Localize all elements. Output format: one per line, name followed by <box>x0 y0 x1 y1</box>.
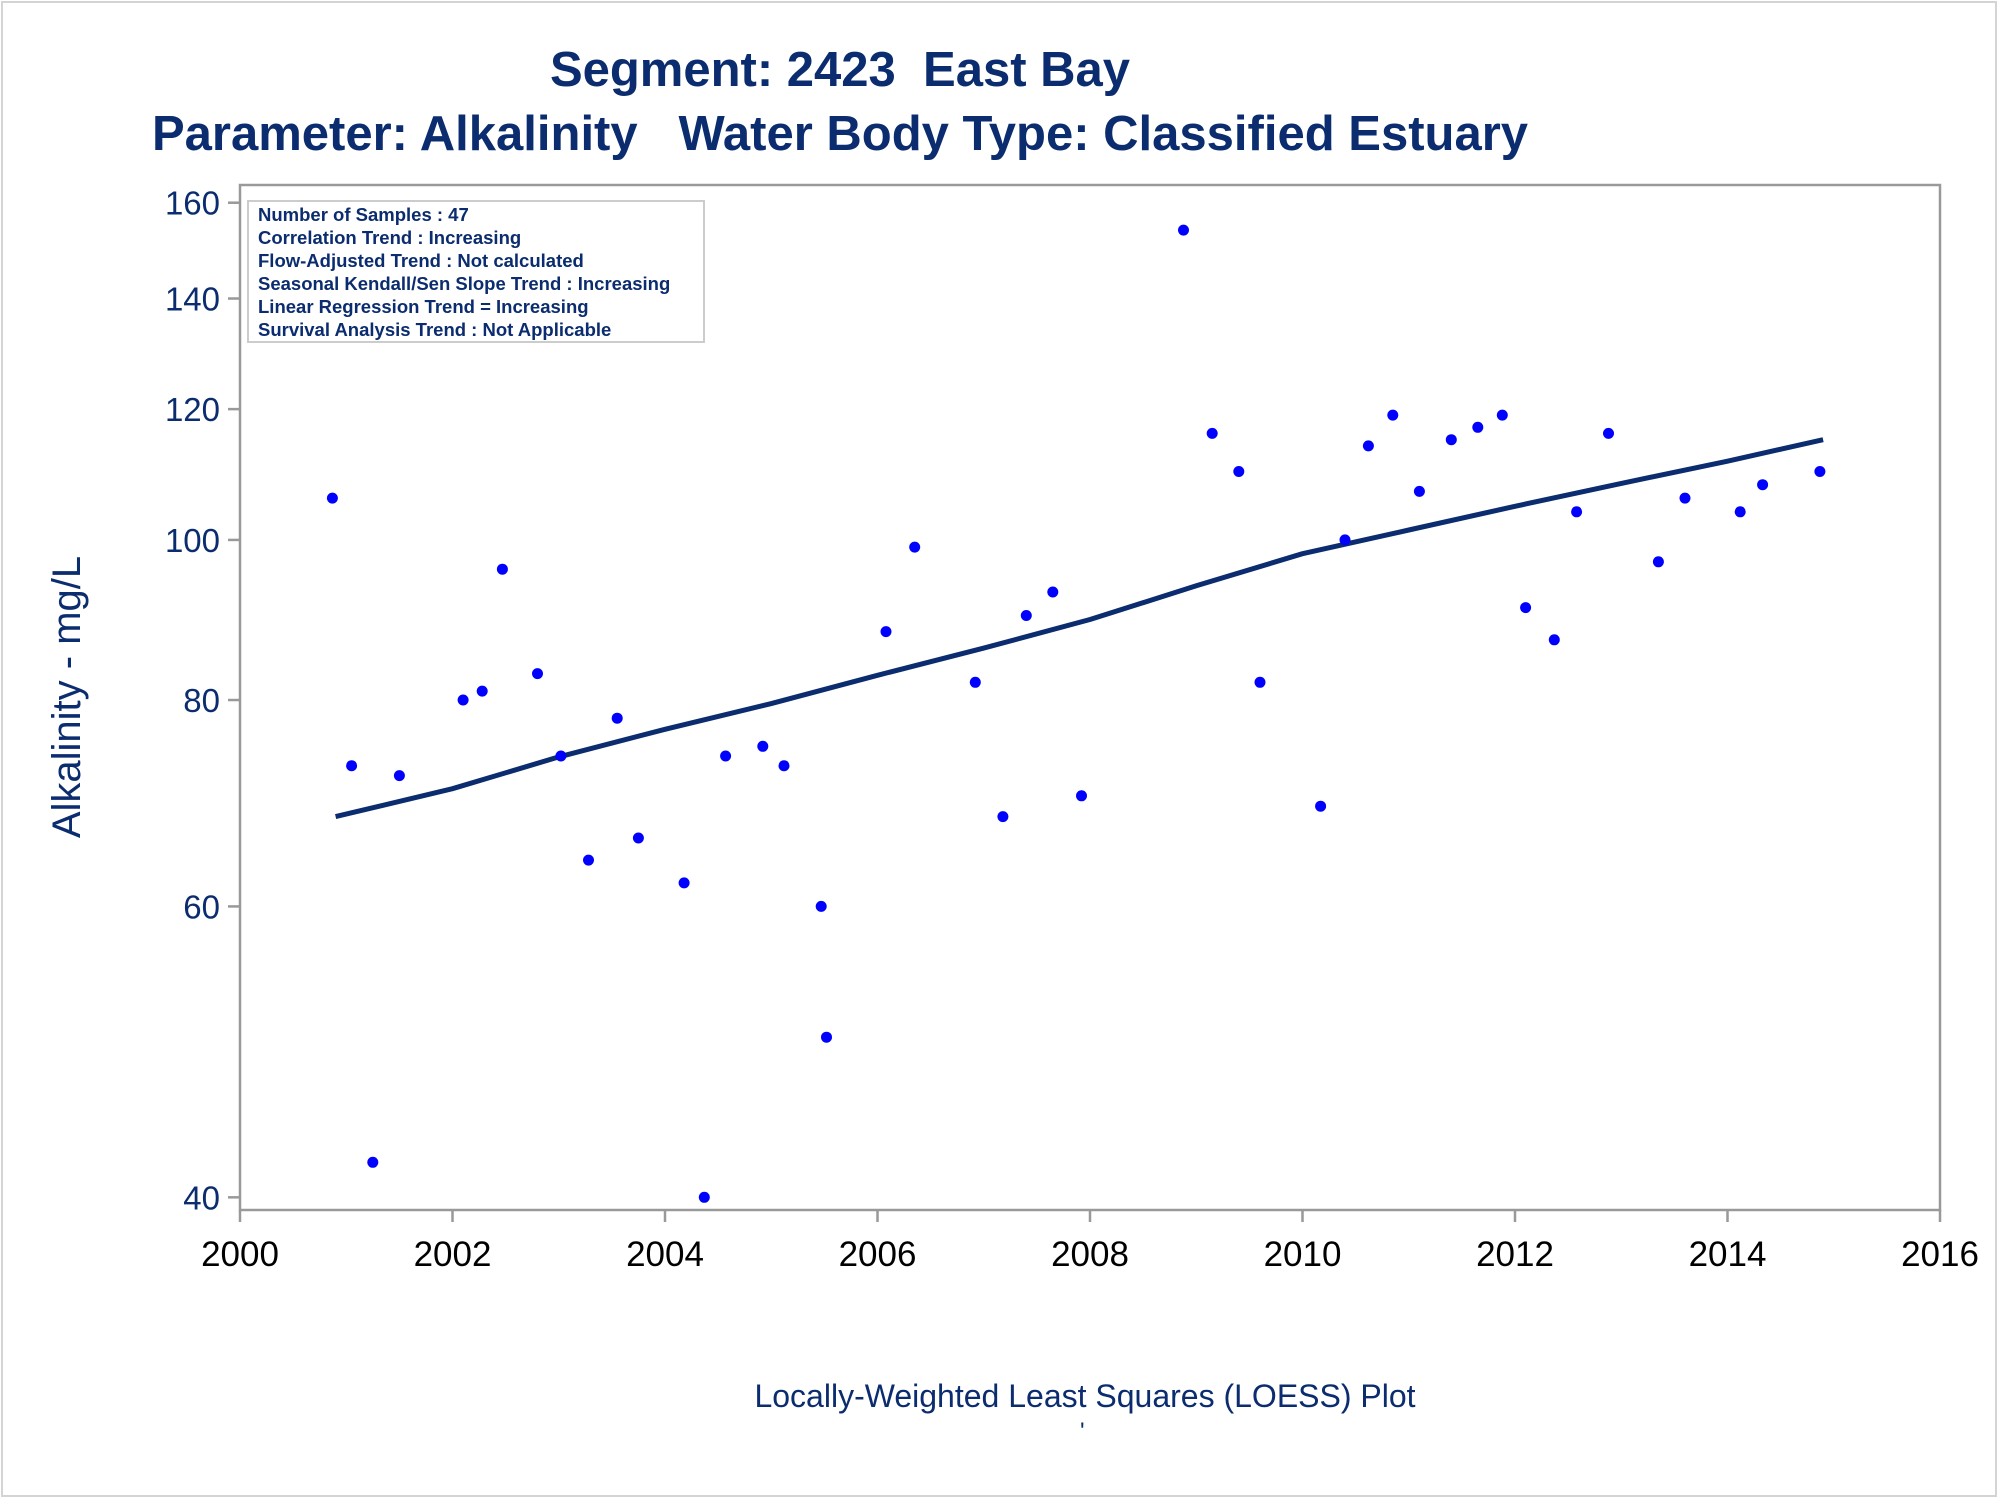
data-point <box>969 676 981 688</box>
y-tick-label: 80 <box>183 682 220 719</box>
data-point <box>1362 440 1374 452</box>
data-point <box>1571 506 1583 518</box>
data-point <box>532 668 543 680</box>
y-tick-label: 160 <box>165 185 220 222</box>
data-point <box>778 760 790 772</box>
chart-title: Segment: 2423 East Bay <box>549 43 1131 97</box>
data-point <box>1603 427 1614 439</box>
data-point <box>997 811 1009 823</box>
data-point <box>346 760 358 772</box>
annotation-box: Number of Samples : 47 Correlation Trend… <box>247 200 705 343</box>
data-point <box>1679 492 1691 504</box>
loess-trend-line <box>335 437 1824 820</box>
data-point <box>821 1031 832 1043</box>
data-point <box>880 626 892 638</box>
x-tick-label: 2006 <box>839 1235 917 1274</box>
data-point <box>1206 427 1218 439</box>
annotation-line-6: Survival Analysis Trend : Not Applicable <box>258 319 611 340</box>
data-point <box>476 685 488 697</box>
data-point <box>815 900 827 912</box>
y-axis: 40 60 80 100 120 140 160 <box>165 185 240 1216</box>
data-point <box>1254 676 1266 688</box>
data-point <box>1734 506 1746 518</box>
data-point <box>1496 409 1508 421</box>
data-point <box>1339 534 1351 546</box>
y-tick-label: 100 <box>165 522 220 559</box>
data-point <box>1233 466 1245 477</box>
x-tick-label: 2008 <box>1051 1235 1129 1274</box>
data-point <box>720 750 732 762</box>
data-point <box>326 492 338 504</box>
y-axis-label: Alkalinity - mg/L <box>45 556 89 838</box>
x-tick-label: 2004 <box>626 1235 704 1274</box>
y-tick-label: 60 <box>183 888 220 925</box>
data-point <box>1652 556 1664 568</box>
data-point <box>1472 421 1484 433</box>
x-tick-label: 2010 <box>1264 1235 1342 1274</box>
annotation-line-2: Correlation Trend : Increasing <box>258 227 521 248</box>
annotation-line-1: Number of Samples : 47 <box>258 204 469 225</box>
data-point <box>1047 586 1059 598</box>
data-point <box>1814 466 1826 477</box>
data-point <box>367 1156 379 1168</box>
data-point <box>1387 409 1399 421</box>
data-point <box>393 770 405 782</box>
data-point <box>457 694 469 706</box>
data-point <box>1548 634 1560 646</box>
x-tick-label: 2012 <box>1476 1235 1554 1274</box>
data-point <box>698 1191 710 1203</box>
data-point <box>1178 224 1189 236</box>
x-tick-label: 2016 <box>1901 1235 1979 1274</box>
footnote-mark: ' <box>1080 1418 1085 1445</box>
y-tick-label: 140 <box>165 281 220 318</box>
data-point <box>496 563 508 575</box>
x-tick-label: 2014 <box>1689 1235 1767 1274</box>
data-point <box>1413 485 1425 497</box>
data-point <box>632 832 644 844</box>
data-point <box>1020 610 1032 621</box>
x-tick-label: 2000 <box>201 1235 279 1274</box>
data-points <box>326 224 1826 1203</box>
data-point <box>909 541 921 553</box>
annotation-line-5: Linear Regression Trend = Increasing <box>258 296 589 317</box>
chart-subtitle: Parameter: Alkalinity Water Body Type: C… <box>151 107 1529 161</box>
annotation-line-4: Seasonal Kendall/Sen Slope Trend : Incre… <box>258 273 670 294</box>
data-point <box>678 877 690 889</box>
annotation-line-3: Flow-Adjusted Trend : Not calculated <box>258 250 584 271</box>
data-point <box>583 854 594 866</box>
data-point <box>1757 479 1769 491</box>
annotation-box-border <box>247 200 705 343</box>
data-point <box>1315 800 1327 812</box>
data-point <box>1520 602 1532 614</box>
data-point <box>1445 434 1457 446</box>
y-tick-label: 40 <box>183 1179 220 1216</box>
data-point <box>757 740 769 752</box>
data-point <box>611 712 623 724</box>
data-point <box>555 750 567 762</box>
x-axis: 2000 2002 2004 2006 2008 2010 2012 2014 2016 <box>201 1210 1979 1274</box>
footnote: Locally-Weighted Least Squares (LOESS) P… <box>754 1378 1416 1414</box>
data-point <box>1076 790 1087 802</box>
loess-trend-line-group <box>335 437 1824 820</box>
x-tick-label: 2002 <box>414 1235 492 1274</box>
y-tick-label: 120 <box>165 391 220 428</box>
